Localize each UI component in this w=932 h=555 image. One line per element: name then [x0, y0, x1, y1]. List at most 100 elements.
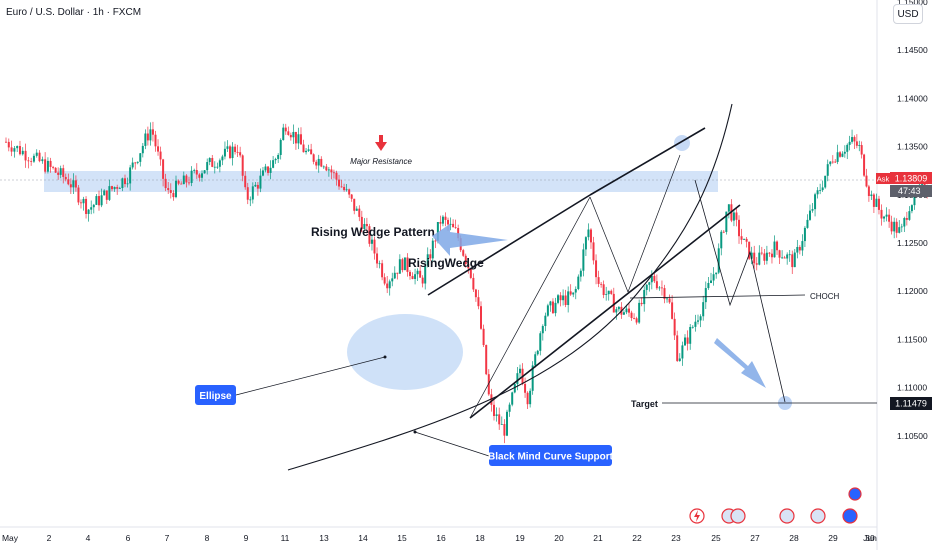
candle-bearish: [299, 134, 302, 145]
candle-bullish: [274, 158, 277, 161]
candle-bearish: [368, 226, 371, 244]
ask-tag: [876, 173, 890, 184]
candle-bullish: [900, 226, 903, 228]
us-flag-event-icon-3[interactable]: [779, 508, 795, 524]
candle-bearish: [487, 374, 490, 395]
candle-bullish: [16, 146, 19, 149]
projection-path[interactable]: [694, 179, 786, 403]
candle-bearish: [454, 227, 457, 229]
candle-bullish: [231, 146, 234, 159]
candle-bullish: [684, 337, 686, 346]
event-icons[interactable]: [689, 487, 862, 524]
candle-bullish: [681, 345, 684, 359]
candle-bearish: [628, 308, 631, 313]
candle-bullish: [582, 249, 585, 271]
eu-flag-event-icon[interactable]: [848, 487, 862, 501]
candle-bullish: [508, 404, 511, 412]
curve-support-badge[interactable]: [489, 445, 612, 466]
candle-bullish: [327, 169, 330, 171]
black-mind-curve[interactable]: [287, 103, 733, 471]
candle-bullish: [529, 390, 532, 405]
time-tick-label: 19: [515, 533, 525, 543]
candle-bullish: [370, 239, 373, 244]
curve-support-connector-dot: [413, 430, 417, 434]
countdown-label: 47:43: [898, 186, 921, 196]
candle-bearish: [498, 414, 501, 425]
candle-bearish: [79, 202, 82, 204]
candle-bullish: [658, 287, 661, 289]
candle-bullish: [305, 150, 308, 153]
candle-bearish: [740, 236, 743, 240]
candle-bullish: [903, 218, 906, 227]
countdown-tag: [890, 185, 932, 197]
candle-bearish: [867, 186, 870, 197]
ellipse-badge[interactable]: [195, 385, 236, 405]
candle-bullish: [259, 175, 262, 189]
candle-bullish: [666, 298, 669, 300]
candle-bullish: [858, 145, 861, 146]
candle-bearish: [668, 298, 671, 303]
us-flag-event-icon-4[interactable]: [810, 508, 826, 524]
candle-bullish: [103, 190, 106, 196]
candle-bearish: [673, 318, 676, 336]
choch-line[interactable]: [629, 294, 806, 299]
candle-bullish: [699, 316, 702, 321]
wedge-upper-line-right[interactable]: [589, 127, 706, 196]
us-flag-event-icon-2[interactable]: [730, 508, 746, 524]
candle-bullish: [193, 170, 196, 171]
candle-bearish: [444, 216, 447, 220]
candle-bullish: [819, 190, 822, 191]
wedge-upper-line-left[interactable]: [427, 194, 591, 296]
price-tick-label: 1.10500: [897, 431, 928, 441]
event-lightning-icon: [694, 510, 700, 522]
candle-bullish: [824, 175, 827, 188]
candle-bearish: [477, 297, 480, 307]
curve-support-badge-label: Black Mind Curve Support: [488, 452, 614, 463]
candle-bullish: [307, 149, 310, 151]
candle-bearish: [236, 151, 239, 153]
candle-bullish: [436, 221, 439, 241]
ellipse-connector: [235, 356, 386, 396]
currency-button[interactable]: USD: [893, 4, 923, 24]
candle-bullish: [495, 414, 498, 417]
candle-bearish: [640, 302, 643, 305]
major-resistance-zone[interactable]: [44, 171, 718, 192]
us-flag-event-icon-5[interactable]: [842, 508, 858, 524]
candle-bullish: [720, 231, 723, 249]
ask-price-tag: [890, 172, 932, 184]
candle-bullish: [59, 168, 62, 175]
candle-bearish: [429, 254, 432, 259]
candle-bullish: [758, 252, 761, 265]
candle-bearish: [162, 159, 165, 179]
candle-bullish: [391, 278, 394, 282]
price-tick-label: 1.11000: [897, 383, 927, 393]
candle-bearish: [134, 162, 137, 164]
time-tick-label: 11: [281, 533, 290, 543]
candle-bearish: [77, 187, 80, 203]
candle-bearish: [853, 137, 856, 142]
wedge-lower-line[interactable]: [469, 204, 741, 419]
price-tick-label: 1.14500: [897, 45, 928, 55]
candle-bearish: [768, 252, 771, 254]
candle-bearish: [888, 214, 891, 222]
candle-bullish: [279, 139, 282, 155]
candle-bearish: [597, 277, 600, 284]
ellipse-shape[interactable]: [347, 314, 463, 390]
candle-bullish: [513, 384, 516, 393]
candle-bullish: [883, 216, 886, 219]
candle-bearish: [469, 268, 472, 278]
candle-bearish: [27, 160, 30, 162]
candle-bullish: [712, 274, 715, 281]
candle-bullish: [95, 196, 98, 205]
target-direction-arrow: [714, 338, 766, 388]
price-tick-label: 1.12000: [897, 286, 928, 296]
candle-bullish: [277, 154, 280, 159]
candle-bearish: [559, 295, 562, 301]
candle-bullish: [141, 145, 144, 154]
candle-bullish: [218, 160, 221, 167]
candle-bearish: [284, 127, 287, 132]
candle-bullish: [803, 227, 806, 242]
candle-bearish: [5, 141, 7, 143]
